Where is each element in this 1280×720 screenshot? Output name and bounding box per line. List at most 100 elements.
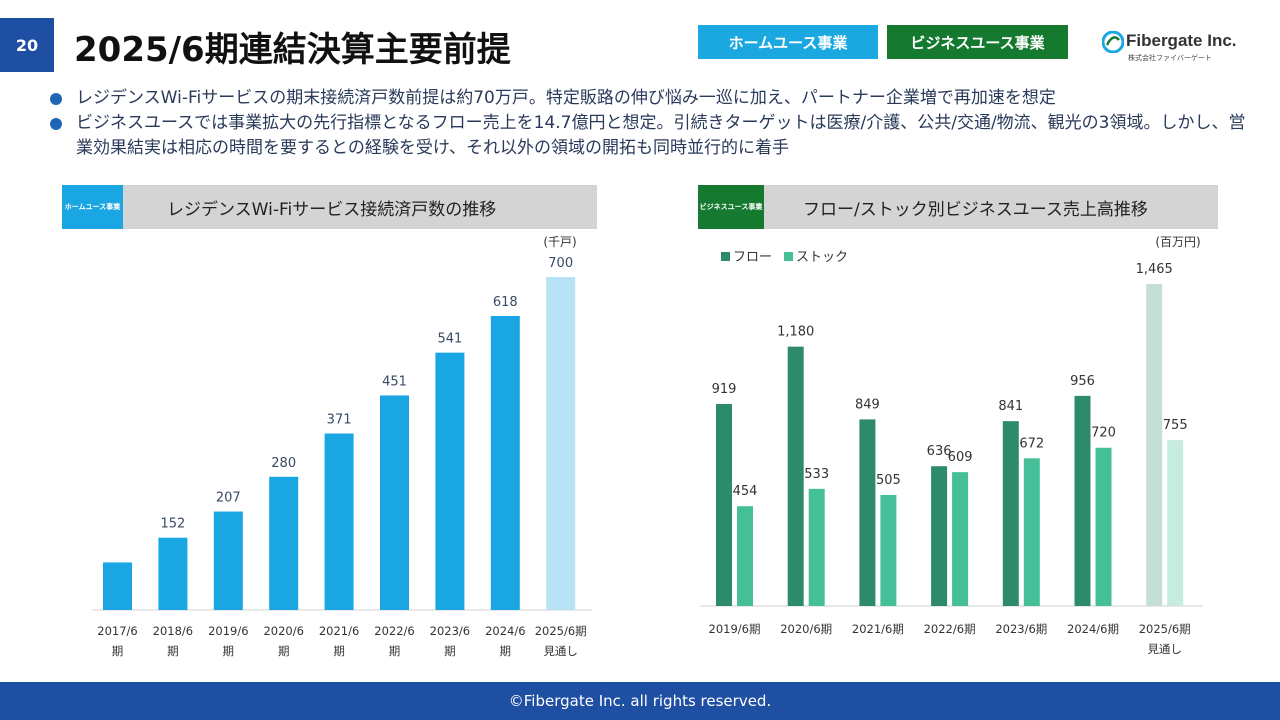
category-label: 2017/6 xyxy=(97,624,137,638)
bar xyxy=(103,562,132,610)
data-label: 956 xyxy=(1070,374,1095,389)
bar-stock xyxy=(808,488,825,606)
bar-flow xyxy=(716,404,732,606)
bar-flow xyxy=(1074,395,1091,606)
data-label: 672 xyxy=(1019,436,1044,451)
footer-copyright: ©Fibergate Inc. all rights reserved. xyxy=(0,682,1280,720)
category-label: 2021/6 xyxy=(319,624,359,638)
bullet-dot-icon xyxy=(50,93,62,105)
category-label: 2018/6 xyxy=(153,624,193,638)
category-label: 2024/6期 xyxy=(1067,622,1119,636)
home-use-tag: ホームユース事業 xyxy=(698,25,878,59)
data-label: 919 xyxy=(712,382,737,397)
bar xyxy=(435,352,465,610)
bullet-text: ビジネスユースでは事業拡大の先行指標となるフロー売上を14.7億円と想定。引続き… xyxy=(76,113,1246,158)
data-label: 371 xyxy=(327,413,352,428)
legend-label-flow: フロー xyxy=(733,250,772,265)
bar-flow xyxy=(859,419,876,606)
logo-name: Fibergate Inc. xyxy=(1126,31,1237,50)
data-label: 1,180 xyxy=(777,325,814,340)
bullet-item: レジデンスWi-Fiサービスの期末接続済戸数前提は約70万戸。特定販路の伸び悩み… xyxy=(50,86,1250,111)
business-use-tag: ビジネスユース事業 xyxy=(887,25,1068,59)
data-label: 841 xyxy=(998,399,1023,414)
bullet-item: ビジネスユースでは事業拡大の先行指標となるフロー売上を14.7億円と想定。引続き… xyxy=(50,111,1250,161)
category-label: 2019/6期 xyxy=(709,622,761,636)
category-label: 見通し xyxy=(543,644,578,658)
category-label: 2020/6 xyxy=(263,624,303,638)
category-label: 2023/6期 xyxy=(995,622,1047,636)
data-label: 609 xyxy=(948,450,973,465)
data-label: 451 xyxy=(382,374,407,389)
bar-flow xyxy=(787,346,804,606)
category-label: 2019/6 xyxy=(208,624,248,638)
category-label: 期 xyxy=(112,644,124,658)
data-label: 541 xyxy=(437,332,462,347)
category-label: 2025/6期 xyxy=(1139,622,1191,636)
category-label: 期 xyxy=(333,644,345,658)
bar xyxy=(546,277,576,610)
category-label: 期 xyxy=(167,644,179,658)
left-panel-header: ホームユース事業 レジデンスWi-Fiサービス接続済戸数の推移 xyxy=(62,185,597,229)
left-panel-tag: ホームユース事業 xyxy=(62,185,123,229)
data-label: 505 xyxy=(876,473,901,488)
data-label: 454 xyxy=(733,484,758,499)
category-label: 期 xyxy=(389,644,401,658)
data-label: 207 xyxy=(216,491,241,506)
category-label: 2025/6期 xyxy=(535,624,587,638)
right-panel-title: フロー/ストック別ビジネスユース売上高推移 xyxy=(803,199,1148,220)
bar xyxy=(269,476,299,610)
logo-subtitle: 株式会社ファイバーゲート xyxy=(1128,54,1212,62)
page-number: 20 xyxy=(0,18,54,72)
bullet-dot-icon xyxy=(50,118,62,130)
category-label: 2024/6 xyxy=(485,624,525,638)
company-logo: Fibergate Inc. 株式会社ファイバーゲート xyxy=(1102,28,1252,64)
data-label: 1,465 xyxy=(1136,262,1173,277)
bar-stock xyxy=(1167,440,1184,606)
data-label: 618 xyxy=(493,295,518,310)
residence-wifi-chart: (千戸) 2017/6 期 152 2018/6 期 207 2019/6 期 280 2020/6… xyxy=(92,235,592,658)
unit-label: (百万円) xyxy=(1155,235,1200,249)
bar-stock xyxy=(737,506,753,606)
data-label: 533 xyxy=(804,467,829,482)
category-label: 2020/6期 xyxy=(780,622,832,636)
bar-flow xyxy=(931,466,948,606)
data-label: 720 xyxy=(1091,426,1116,441)
bar-flow xyxy=(1002,421,1019,606)
legend-swatch-flow xyxy=(721,252,730,261)
category-label: 2022/6 xyxy=(374,624,414,638)
category-label: 期 xyxy=(444,644,456,658)
data-label: 152 xyxy=(160,517,185,532)
data-label: 636 xyxy=(927,444,952,459)
category-label: 期 xyxy=(223,644,235,658)
category-label: 見通し xyxy=(1147,642,1182,656)
unit-label: (千戸) xyxy=(543,235,576,249)
bar-stock xyxy=(880,495,897,606)
bar xyxy=(213,511,243,610)
bar-flow xyxy=(1146,284,1163,606)
left-panel-title: レジデンスWi-Fiサービス接続済戸数の推移 xyxy=(167,199,497,220)
fibergate-logo-icon xyxy=(1102,31,1124,53)
bar-stock xyxy=(1095,447,1112,606)
data-label: 700 xyxy=(548,256,573,271)
summary-bullets: レジデンスWi-Fiサービスの期末接続済戸数前提は約70万戸。特定販路の伸び悩み… xyxy=(50,86,1250,161)
data-label: 849 xyxy=(855,397,880,412)
bar-stock xyxy=(952,472,969,606)
bar xyxy=(324,433,354,610)
data-label: 755 xyxy=(1163,418,1188,433)
page-title: 2025/6期連結決算主要前提 xyxy=(74,30,511,70)
category-label: 期 xyxy=(500,644,512,658)
legend-label-stock: ストック xyxy=(796,250,848,265)
right-panel-tag: ビジネスユース事業 xyxy=(698,185,764,229)
right-panel-header: ビジネスユース事業 フロー/ストック別ビジネスユース売上高推移 xyxy=(698,185,1218,229)
legend-swatch-stock xyxy=(784,252,793,261)
business-sales-chart: (百万円) フロー ストック 919 454 2019/6期 1,180 533 2020/6期… xyxy=(700,235,1203,656)
category-label: 2021/6期 xyxy=(852,622,904,636)
category-label: 2023/6 xyxy=(430,624,470,638)
bar xyxy=(490,316,520,610)
bullet-text: レジデンスWi-Fiサービスの期末接続済戸数前提は約70万戸。特定販路の伸び悩み… xyxy=(76,88,1056,108)
bar xyxy=(380,395,409,610)
category-label: 期 xyxy=(278,644,290,658)
category-label: 2022/6期 xyxy=(924,622,976,636)
data-label: 280 xyxy=(271,456,296,471)
bar-stock xyxy=(1023,458,1040,606)
